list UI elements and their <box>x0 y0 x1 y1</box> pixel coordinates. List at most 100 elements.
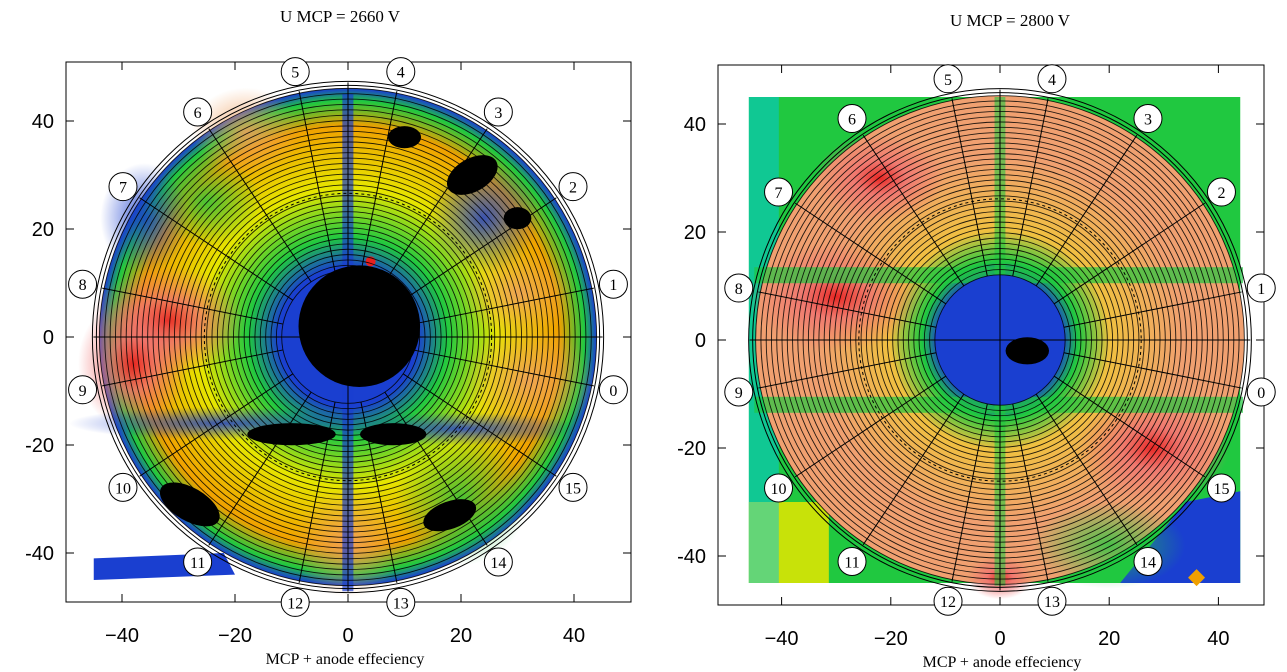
y-tick-label: -20 <box>677 438 706 460</box>
segment-badge: 13 <box>1037 586 1067 616</box>
y-tick-label: 0 <box>43 327 54 349</box>
segment-badge-label: 9 <box>735 385 743 402</box>
segment-badge: 14 <box>483 547 513 577</box>
segment-badge-label: 14 <box>1140 554 1156 571</box>
segment-divider <box>360 91 398 273</box>
segment-badge: 12 <box>280 587 310 617</box>
segment-badge-label: 15 <box>1213 481 1229 498</box>
segment-badge: 4 <box>1037 64 1067 94</box>
x-tick-label: −40 <box>765 628 799 650</box>
segment-badge: 11 <box>183 547 213 577</box>
hot-spot <box>1188 569 1206 587</box>
segment-divider <box>360 401 398 583</box>
y-tick-label: 20 <box>684 222 706 244</box>
segment-badge: 2 <box>1206 177 1236 207</box>
dead-region <box>503 207 532 230</box>
segment-divider <box>384 391 488 546</box>
segment-badge-label: 6 <box>194 105 202 122</box>
segment-badge-circle <box>68 375 98 405</box>
segment-badge: 2 <box>558 172 588 202</box>
segment-divider <box>758 352 937 389</box>
intensity-blob <box>462 324 596 436</box>
x-tick-label: 20 <box>1098 628 1120 650</box>
segment-divider <box>951 403 988 582</box>
y-tick-label: -20 <box>25 435 54 457</box>
segment-badge-circle <box>1133 546 1163 576</box>
segment-divider <box>102 287 284 325</box>
segment-badge: 6 <box>183 97 213 127</box>
segment-badge: 12 <box>933 586 963 616</box>
segment-badge-label: 10 <box>771 481 787 498</box>
y-tick-label: -40 <box>677 546 706 568</box>
segment-badge: 1 <box>1246 273 1276 303</box>
segment-divider <box>139 373 294 477</box>
segment-badge-circle <box>724 273 754 303</box>
segment-badge-label: 11 <box>844 554 859 571</box>
segment-badge-label: 7 <box>775 185 783 202</box>
segment-divider <box>862 134 965 287</box>
segment-divider <box>1035 134 1138 287</box>
segment-badge: 10 <box>764 473 794 503</box>
dead-region <box>159 482 220 527</box>
segment-badge: 3 <box>483 97 513 127</box>
segment-badge-circle <box>386 57 416 87</box>
segment-divider <box>139 197 294 301</box>
plot-frame <box>717 64 1265 606</box>
segment-badge-circle <box>598 269 628 299</box>
segment-divider <box>298 401 336 583</box>
segment-badge-label: 8 <box>735 281 743 298</box>
segment-divider <box>862 393 965 546</box>
x-tick-label: 0 <box>994 628 1005 650</box>
segment-dividers <box>93 82 603 592</box>
segment-badge-label: 3 <box>494 105 502 122</box>
segment-divider <box>758 291 937 328</box>
segment-badge-circle <box>558 472 588 502</box>
axis-ticks <box>718 65 1264 605</box>
segment-badge: 5 <box>280 57 310 87</box>
segment-badge-circle <box>1206 473 1236 503</box>
outer-ring <box>91 80 605 594</box>
dead-region <box>247 423 336 446</box>
segment-badge: 4 <box>386 57 416 87</box>
segment-badge-label: 6 <box>848 112 856 129</box>
segment-divider <box>1063 352 1242 389</box>
segment-badge-circle <box>68 269 98 299</box>
axis-ticks <box>66 62 631 602</box>
segment-badge-circle <box>386 587 416 617</box>
segment-badge-circle <box>183 97 213 127</box>
segment-badge-label: 12 <box>287 595 303 612</box>
segment-badge: 14 <box>1133 546 1163 576</box>
segment-badge-label: 2 <box>1217 185 1225 202</box>
segment-badge: 13 <box>386 587 416 617</box>
x-tick-label: 0 <box>342 625 353 647</box>
segment-dividers <box>749 89 1251 591</box>
segment-badge-circle <box>1206 177 1236 207</box>
dead-region <box>298 265 421 387</box>
segment-badge-label: 1 <box>1257 281 1265 298</box>
segment-divider <box>1035 393 1138 546</box>
segment-badge: 7 <box>108 172 138 202</box>
outer-ring <box>748 88 1252 592</box>
segment-divider <box>794 202 947 305</box>
segment-badge-label: 4 <box>397 65 405 82</box>
segment-badge-circle <box>837 104 867 134</box>
segment-badge-label: 3 <box>1144 112 1152 129</box>
dead-region <box>1005 337 1050 365</box>
x-tick-label: −40 <box>105 625 139 647</box>
intensity-blob <box>191 87 302 176</box>
segment-badge-label: 13 <box>1044 594 1060 611</box>
segment-divider <box>412 287 594 325</box>
chart-title: U MCP = 2660 V <box>280 7 401 26</box>
segment-badge-circle <box>108 172 138 202</box>
segment-badge-label: 5 <box>944 72 952 89</box>
segment-divider <box>402 373 557 477</box>
segment-badge: 9 <box>68 375 98 405</box>
segment-badge-label: 13 <box>393 595 409 612</box>
segment-divider <box>951 98 988 277</box>
segment-badge-circle <box>558 172 588 202</box>
segment-badge-label: 0 <box>609 383 617 400</box>
segment-badge: 8 <box>68 269 98 299</box>
chart-title: U MCP = 2800 V <box>950 11 1071 30</box>
segment-divider <box>384 128 488 283</box>
